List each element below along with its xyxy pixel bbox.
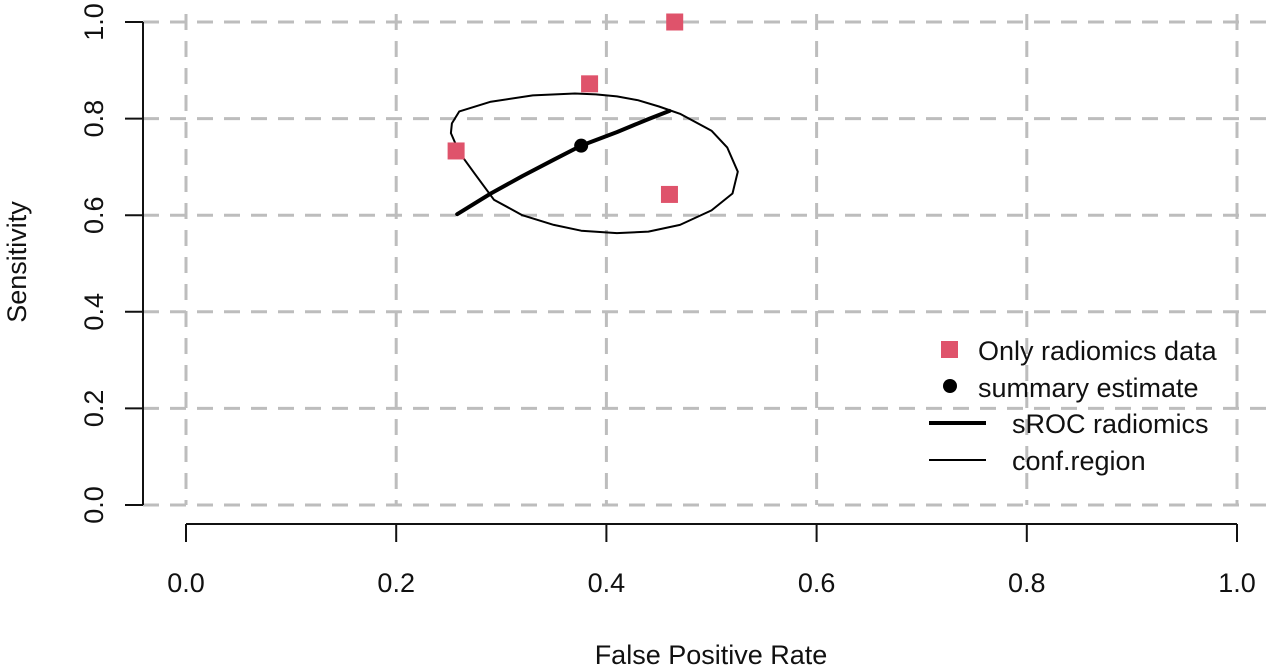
study-point: [666, 13, 684, 31]
y-axis-label: Sensitivity: [2, 201, 32, 323]
x-tick-labels: 0.0 0.2 0.4 0.6 0.8 1.0: [167, 568, 1256, 598]
x-axis-label: False Positive Rate: [595, 640, 828, 670]
y-tick-labels: 0.0 0.2 0.4 0.6 0.8 1.0: [79, 3, 109, 524]
plot-area: [447, 13, 739, 235]
y-tick-label: 0.2: [79, 390, 109, 428]
study-point: [447, 142, 465, 160]
y-tick-label: 0.4: [79, 293, 109, 331]
legend-marker-circle: [943, 379, 957, 393]
y-tick-label: 0.8: [79, 100, 109, 138]
confidence-region: [449, 92, 739, 235]
sroc-curve: [455, 108, 672, 217]
study-point: [581, 75, 599, 93]
legend: Only radiomics data summary estimate sRO…: [929, 336, 1218, 476]
legend-label-points: Only radiomics data: [978, 336, 1218, 366]
legend-label-sroc: sROC radiomics: [1012, 409, 1209, 439]
legend-label-summary: summary estimate: [978, 373, 1199, 403]
study-point: [660, 185, 678, 203]
x-tick-label: 1.0: [1218, 568, 1256, 598]
y-tick-label: 0.6: [79, 196, 109, 234]
axes: [125, 21, 1238, 542]
y-tick-label: 0.0: [79, 486, 109, 524]
legend-marker-square: [941, 341, 958, 358]
x-tick-label: 0.6: [798, 568, 836, 598]
summary-point: [574, 138, 589, 153]
y-tick-label: 1.0: [79, 3, 109, 41]
x-tick-label: 0.2: [377, 568, 415, 598]
legend-label-confregion: conf.region: [1012, 446, 1146, 476]
x-tick-label: 0.4: [588, 568, 626, 598]
x-tick-label: 0.0: [167, 568, 205, 598]
x-tick-label: 0.8: [1008, 568, 1046, 598]
